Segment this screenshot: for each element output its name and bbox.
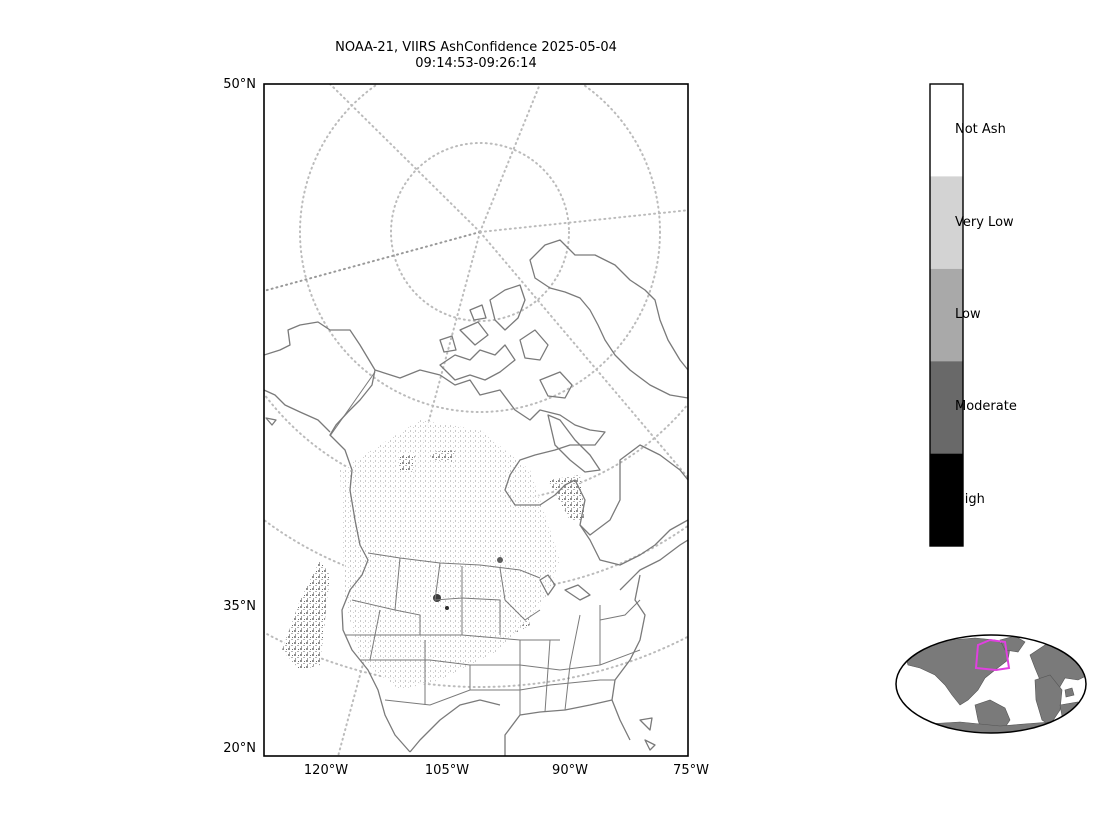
map-subtitle-time-range: 09:14:53-09:26:14 bbox=[415, 56, 537, 71]
inset-globe-outline bbox=[895, 634, 1087, 734]
lon-label-75w: 75°W bbox=[673, 763, 709, 778]
colorbar-frame bbox=[929, 83, 964, 547]
lon-label-120w: 120°W bbox=[303, 763, 349, 778]
colorbar bbox=[929, 83, 964, 547]
political-borders bbox=[329, 371, 641, 715]
colorbar-swatch-not-ash bbox=[930, 84, 963, 177]
lat-label-20n: 20°N bbox=[223, 741, 256, 756]
lon-label-105w: 105°W bbox=[424, 763, 470, 778]
coastlines bbox=[264, 239, 688, 756]
colorbar-label-high: High bbox=[955, 492, 985, 507]
colorbar-swatch-moderate bbox=[930, 361, 963, 454]
colorbar-label-low: Low bbox=[955, 307, 981, 322]
colorbar-swatch-very-low bbox=[930, 176, 963, 269]
colorbar-label-not-ash: Not Ash bbox=[955, 122, 1006, 137]
lon-label-90w: 90°W bbox=[552, 763, 588, 778]
colorbar-label-moderate: Moderate bbox=[955, 399, 1017, 414]
ash-confidence-pixels bbox=[282, 420, 585, 690]
lat-label-35n: 35°N bbox=[223, 599, 256, 614]
map-frame bbox=[263, 83, 689, 757]
inset-map-extent-highlight bbox=[974, 638, 1011, 672]
inset-world-map bbox=[895, 634, 1087, 734]
colorbar-swatch-low bbox=[930, 268, 963, 362]
lat-label-50n: 50°N bbox=[223, 77, 256, 92]
colorbar-swatch-high bbox=[930, 453, 963, 546]
main-map-panel bbox=[263, 83, 689, 757]
colorbar-label-very-low: Very Low bbox=[955, 215, 1014, 230]
map-title: NOAA-21, VIIRS AshConfidence 2025-05-04 bbox=[335, 40, 617, 55]
